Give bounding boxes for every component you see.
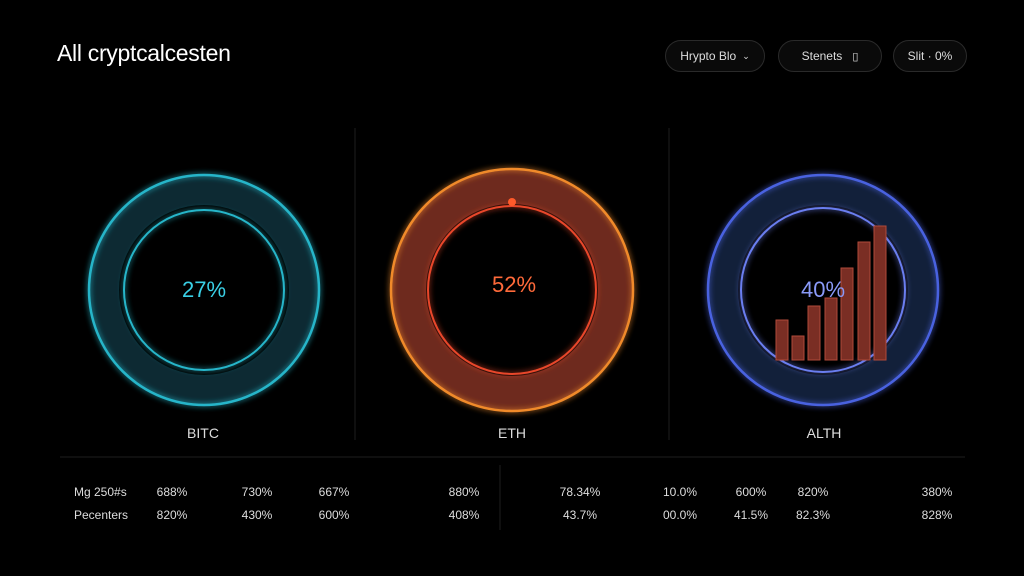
button[interactable]: Slit · 0%: [893, 40, 967, 72]
button-label: Stenets: [801, 49, 843, 63]
ring-track: [89, 175, 319, 405]
button-label: Hrypto Blo: [680, 49, 737, 63]
ring-outer: [389, 167, 635, 413]
page-title: All cryptcalcesten: [57, 40, 231, 66]
table-cell: 43.7%: [562, 508, 598, 522]
percent-label: 40%: [800, 277, 846, 302]
ring-track: [392, 170, 632, 410]
icon: ▯: [852, 50, 859, 63]
percent-label: 27%: [181, 277, 227, 302]
button[interactable]: Stenets ▯: [778, 40, 882, 72]
table-cell: 600%: [318, 508, 350, 522]
ring-outer: [706, 173, 940, 407]
table-cell: 10.0%: [662, 485, 698, 499]
table-cell: 41.5%: [733, 508, 769, 522]
panel-label: ETH: [498, 425, 526, 441]
table-cell: 00.0%: [662, 508, 698, 522]
table-cell: 82.3%: [795, 508, 831, 522]
panel-label: ALTH: [806, 425, 842, 441]
panel-label: BITC: [187, 425, 219, 441]
percent-label: 52%: [491, 272, 537, 297]
ring-dot: [508, 198, 516, 206]
ring-inner: [123, 209, 285, 371]
table-cell: 828%: [921, 508, 953, 522]
table-cell: 380%: [921, 485, 953, 499]
table-cell: 667%: [318, 485, 350, 499]
table-cell: 730%: [241, 485, 273, 499]
table-cell: 688%: [156, 485, 188, 499]
chevron: ⌄: [742, 50, 750, 61]
row-label: Mg 250#s: [74, 485, 127, 499]
ring-track: [708, 175, 938, 405]
ring-outer: [87, 173, 321, 407]
row-label: Pecenters: [74, 508, 129, 522]
table-cell: 78.34%: [559, 485, 601, 499]
decor-bars: [775, 225, 887, 361]
table-cell: 820%: [797, 485, 829, 499]
table-cell: 820%: [156, 508, 188, 522]
table-cell: 600%: [735, 485, 767, 499]
dropdown-button[interactable]: Hrypto Blo ⌄: [665, 40, 765, 72]
ring-inner: [740, 207, 906, 373]
button-label: Slit · 0%: [907, 49, 953, 63]
table-cell: 880%: [448, 485, 480, 499]
table-cell: 408%: [448, 508, 480, 522]
table-cell: 430%: [241, 508, 273, 522]
